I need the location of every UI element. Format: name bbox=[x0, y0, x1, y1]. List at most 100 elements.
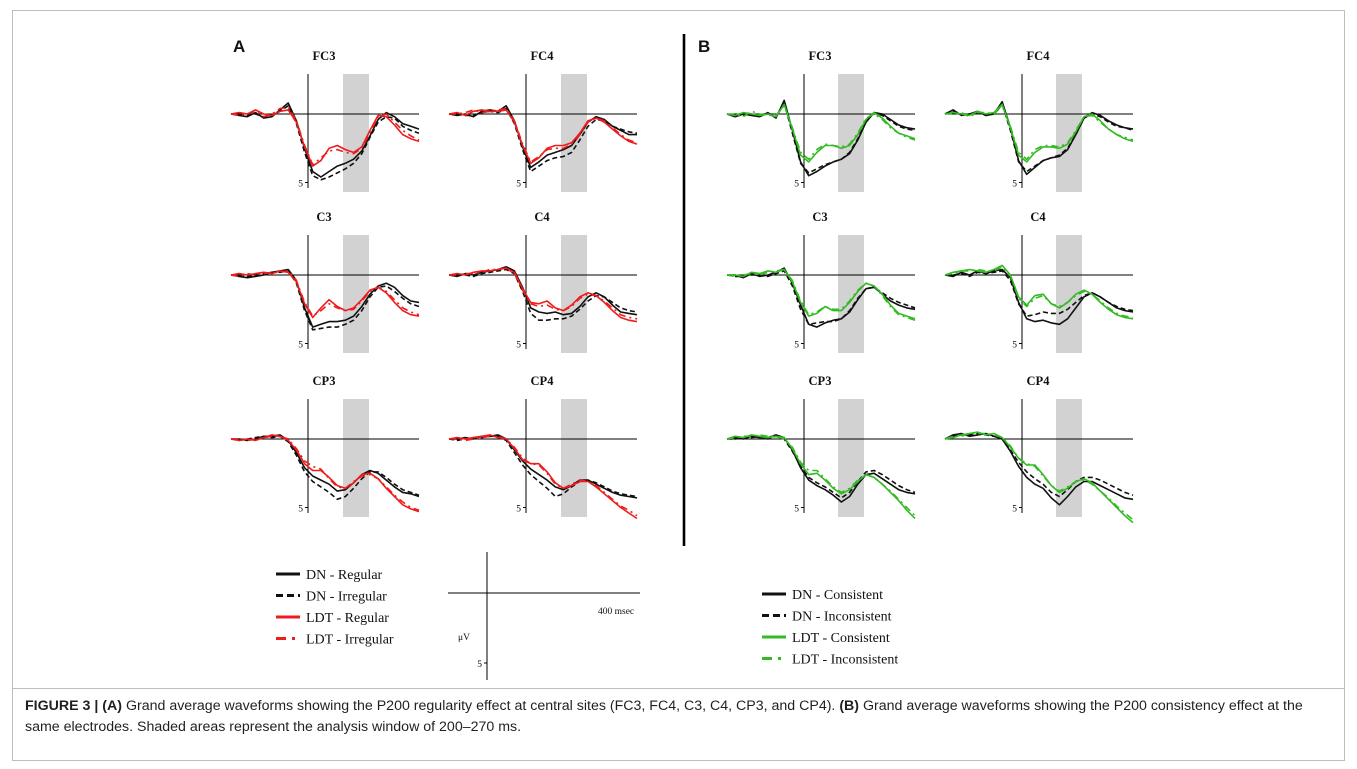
panel-b: B FC3 5 FC4 5 C3 5 C4 5 CP3 5 CP4 5 bbox=[698, 37, 1134, 524]
waveform-series bbox=[944, 264, 1134, 320]
waveform-series bbox=[231, 270, 420, 331]
waveform-series bbox=[726, 434, 916, 503]
electrode-title: C4 bbox=[534, 210, 550, 224]
y-tick-label: 5 bbox=[1012, 505, 1017, 515]
legend-label: LDT - Consistent bbox=[792, 631, 890, 646]
caption-b-text: Grand average waveforms showing the P200… bbox=[25, 698, 1303, 735]
y-tick-label: 5 bbox=[516, 505, 521, 515]
scale-y-label: μV bbox=[458, 633, 470, 643]
waveform-series bbox=[944, 265, 1134, 319]
scale-y-tick-label: 5 bbox=[477, 660, 482, 670]
electrode-title: CP4 bbox=[531, 374, 555, 388]
waveform-series bbox=[449, 435, 638, 517]
analysis-window bbox=[838, 399, 864, 517]
waveform-series bbox=[944, 432, 1134, 506]
legend-label: DN - Regular bbox=[306, 568, 383, 583]
analysis-window bbox=[343, 74, 369, 192]
waveform-series bbox=[231, 435, 420, 511]
caption-label: FIGURE 3 | bbox=[25, 698, 103, 714]
waveform-series bbox=[944, 103, 1134, 163]
panel-letter: A bbox=[233, 37, 245, 56]
y-tick-label: 5 bbox=[1012, 180, 1017, 190]
plot-fc4: FC4 5 bbox=[944, 49, 1134, 192]
waveform-series bbox=[727, 268, 916, 320]
analysis-window bbox=[561, 74, 587, 192]
scale-reference: 5 400 msec μV bbox=[448, 552, 640, 680]
y-tick-label: 5 bbox=[516, 180, 521, 190]
waveform-series bbox=[945, 105, 1134, 160]
waveform-series bbox=[449, 107, 638, 173]
legend-label: LDT - Regular bbox=[306, 611, 389, 626]
analysis-window bbox=[343, 399, 369, 517]
waveform-series bbox=[230, 102, 420, 178]
waveform-series bbox=[726, 99, 916, 177]
waveform-series bbox=[230, 268, 420, 328]
analysis-window bbox=[1056, 235, 1082, 353]
plot-c3: C3 5 bbox=[726, 210, 916, 353]
y-tick-label: 5 bbox=[298, 505, 303, 515]
electrode-title: C3 bbox=[812, 210, 827, 224]
caption-rule bbox=[12, 688, 1345, 689]
y-tick-label: 5 bbox=[298, 180, 303, 190]
plot-fc3: FC3 5 bbox=[726, 49, 916, 192]
legend-a: DN - Regular DN - Irregular LDT - Regular L… bbox=[276, 568, 394, 648]
analysis-window bbox=[343, 235, 369, 353]
y-tick-label: 5 bbox=[1012, 341, 1017, 351]
waveform-series bbox=[230, 435, 420, 501]
waveform-series bbox=[231, 434, 420, 498]
waveform-series bbox=[230, 270, 420, 317]
waveform-series bbox=[726, 103, 916, 163]
plot-fc4: FC4 5 bbox=[448, 49, 638, 192]
waveform-series bbox=[726, 102, 916, 174]
electrode-title: FC4 bbox=[1027, 49, 1051, 63]
electrode-title: CP3 bbox=[313, 374, 336, 388]
waveform-series bbox=[944, 432, 1134, 521]
electrode-title: CP3 bbox=[809, 374, 832, 388]
waveform-series bbox=[230, 109, 420, 167]
plot-cp4: CP4 5 bbox=[448, 374, 638, 520]
electrode-title: FC3 bbox=[809, 49, 832, 63]
waveform-series bbox=[944, 431, 1134, 524]
plot-c4: C4 5 bbox=[944, 210, 1134, 353]
y-tick-label: 5 bbox=[794, 341, 799, 351]
y-tick-label: 5 bbox=[794, 505, 799, 515]
electrode-title: FC4 bbox=[531, 49, 555, 63]
analysis-window bbox=[561, 235, 587, 353]
legend-label: DN - Irregular bbox=[306, 590, 387, 605]
analysis-window bbox=[838, 235, 864, 353]
waveform-series bbox=[944, 432, 1134, 498]
waveform-series bbox=[230, 434, 420, 513]
y-tick-label: 5 bbox=[516, 341, 521, 351]
figure-caption: FIGURE 3 | (A) Grand average waveforms s… bbox=[25, 696, 1335, 738]
legend-label: DN - Consistent bbox=[792, 588, 883, 603]
analysis-window bbox=[1056, 74, 1082, 192]
electrode-title: CP4 bbox=[1027, 374, 1051, 388]
plot-c4: C4 5 bbox=[448, 210, 638, 353]
plot-cp3: CP3 5 bbox=[230, 374, 420, 517]
caption-a-tag: (A) bbox=[102, 698, 122, 714]
waveform-series bbox=[726, 268, 916, 321]
y-tick-label: 5 bbox=[298, 341, 303, 351]
plot-c3: C3 5 bbox=[230, 210, 420, 353]
waveform-series bbox=[727, 267, 916, 328]
legends: DN - Regular DN - Irregular LDT - Regular L… bbox=[276, 568, 898, 668]
y-tick-label: 5 bbox=[794, 180, 799, 190]
legend-label: LDT - Irregular bbox=[306, 633, 394, 648]
waveform-series bbox=[448, 109, 638, 165]
waveform-series bbox=[449, 268, 638, 322]
waveform-series bbox=[231, 105, 420, 181]
waveform-series bbox=[448, 434, 638, 520]
waveform-series bbox=[448, 105, 637, 169]
analysis-window bbox=[561, 399, 587, 517]
scale-x-label: 400 msec bbox=[598, 607, 634, 617]
electrode-title: C3 bbox=[316, 210, 331, 224]
panel-letter: B bbox=[698, 37, 710, 56]
waveform-series bbox=[945, 270, 1134, 317]
caption-a-text: Grand average waveforms showing the P200… bbox=[122, 698, 840, 714]
analysis-window bbox=[1056, 399, 1082, 517]
panel-a: A FC3 5 FC4 5 C3 5 C4 5 CP3 5 CP4 5 bbox=[230, 37, 638, 520]
waveform-series bbox=[727, 105, 916, 160]
plot-cp3: CP3 5 bbox=[726, 374, 916, 520]
